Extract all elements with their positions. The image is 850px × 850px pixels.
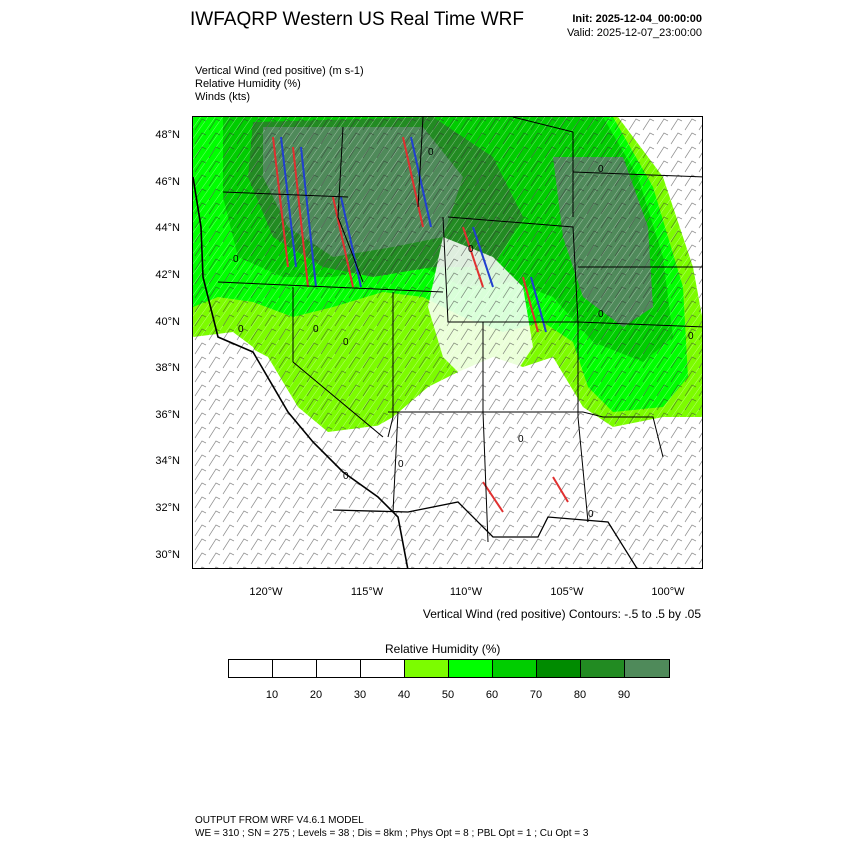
coastline-west	[193, 176, 409, 568]
map-title: IWFAQRP Western US Real Time WRF	[190, 9, 524, 30]
contour-label: 0	[313, 324, 319, 335]
field-vertical-wind: Vertical Wind (red positive) (m s-1)	[195, 65, 364, 77]
model-info: OUTPUT FROM WRF V4.6.1 MODEL	[195, 815, 364, 826]
colorbar-label: 90	[617, 689, 631, 701]
contour-label: 0	[343, 471, 349, 482]
lat-label-48n: 48°N	[155, 129, 180, 141]
lon-label-110w: 110°W	[449, 586, 483, 598]
vertical-wind-streaks	[272, 136, 569, 513]
lat-label-40n: 40°N	[155, 316, 180, 328]
contour-label: 0	[238, 324, 244, 335]
contour-label: 0	[688, 331, 694, 342]
init-time: Init: 2025-12-04_00:00:00	[572, 13, 702, 25]
colorbar-label: 30	[353, 689, 367, 701]
contour-label: 0	[428, 147, 434, 158]
colorbar-box	[229, 660, 273, 677]
lon-label-115w: 115°W	[350, 586, 384, 598]
lat-label-42n: 42°N	[155, 269, 180, 281]
lat-label-44n: 44°N	[155, 222, 180, 234]
colorbar-label: 60	[485, 689, 499, 701]
valid-time: Valid: 2025-12-07_23:00:00	[567, 27, 702, 39]
lon-label-120w: 120°W	[249, 586, 283, 598]
field-relative-humidity: Relative Humidity (%)	[195, 78, 301, 90]
wind-barbs	[193, 117, 702, 568]
colorbar-box	[581, 660, 625, 677]
contour-label: 0	[518, 434, 524, 445]
contour-info: Vertical Wind (red positive) Contours: -…	[422, 607, 701, 621]
colorbar-box	[537, 660, 581, 677]
map-panel: 0 0 0 0 0 0 0 0 0 0 0 0 0	[192, 116, 703, 569]
state-borders	[217, 117, 702, 543]
lon-label-100w: 100°W	[651, 586, 685, 598]
lat-label-34n: 34°N	[155, 455, 180, 467]
contour-label: 0	[598, 164, 604, 175]
colorbar-label: 20	[309, 689, 323, 701]
lat-label-32n: 32°N	[155, 502, 180, 514]
model-settings: WE = 310 ; SN = 275 ; Levels = 38 ; Dis …	[195, 828, 589, 839]
contour-label: 0	[233, 254, 239, 265]
colorbar-box	[317, 660, 361, 677]
colorbar-box	[493, 660, 537, 677]
colorbar-box	[405, 660, 449, 677]
lon-label-105w: 105°W	[550, 586, 584, 598]
colorbar-label: 50	[441, 689, 455, 701]
colorbar-label: 10	[265, 689, 279, 701]
contour-label: 0	[588, 509, 594, 520]
colorbar-box	[273, 660, 317, 677]
lat-label-30n: 30°N	[155, 549, 180, 561]
lat-label-38n: 38°N	[155, 362, 180, 374]
us-mexico-border	[332, 501, 638, 568]
lat-label-36n: 36°N	[155, 409, 180, 421]
lat-label-46n: 46°N	[155, 176, 180, 188]
contour-label: 0	[598, 309, 604, 320]
contour-label: 0	[398, 459, 404, 470]
colorbar-label: 80	[573, 689, 587, 701]
colorbar-box	[361, 660, 405, 677]
colorbar-box	[625, 660, 669, 677]
colorbar-label: 40	[397, 689, 411, 701]
contour-label: 0	[468, 244, 474, 255]
contour-label: 0	[343, 337, 349, 348]
colorbar	[228, 659, 670, 678]
map-canvas: 0 0 0 0 0 0 0 0 0 0 0 0 0	[193, 117, 702, 568]
field-winds: Winds (kts)	[195, 91, 250, 103]
colorbar-label: 70	[529, 689, 543, 701]
colorbar-title: Relative Humidity (%)	[385, 642, 501, 656]
colorbar-box	[449, 660, 493, 677]
